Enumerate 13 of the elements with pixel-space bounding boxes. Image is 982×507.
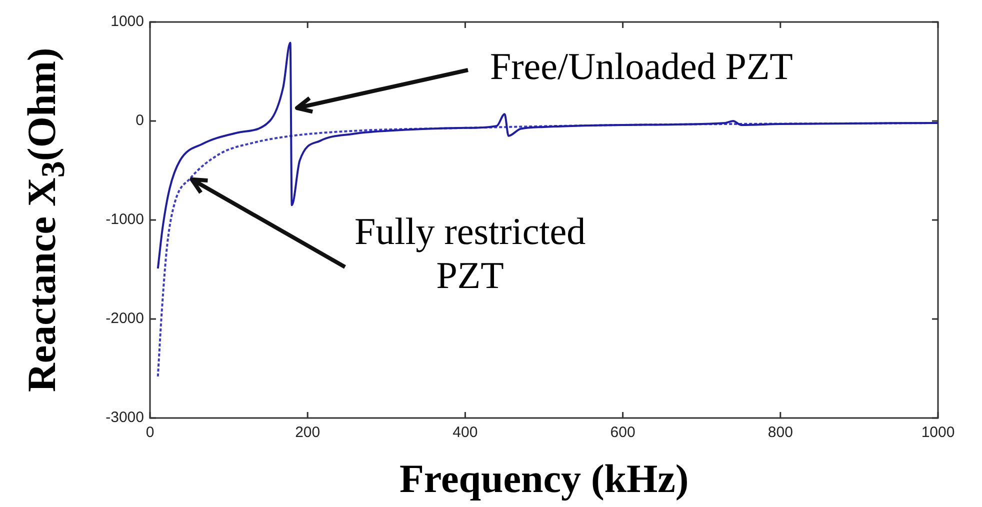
x-tick-label: 1000 (921, 424, 955, 442)
annotation: Fully restricted PZT (354, 210, 586, 298)
x-tick-label: 400 (452, 424, 478, 442)
x-axis-title: Frequency (kHz) (400, 455, 689, 502)
x-tick-label: 800 (768, 424, 793, 442)
x-tick-label: 200 (295, 424, 320, 442)
y-tick-label: -2000 (106, 310, 144, 328)
x-tick-label: 600 (610, 424, 636, 442)
annotation: Free/Unloaded PZT (490, 45, 793, 89)
y-tick-label: -1000 (106, 211, 144, 228)
y-tick-label: 1000 (110, 13, 144, 30)
y-tick-label: 0 (136, 112, 144, 130)
y-tick-label: -3000 (106, 409, 144, 426)
